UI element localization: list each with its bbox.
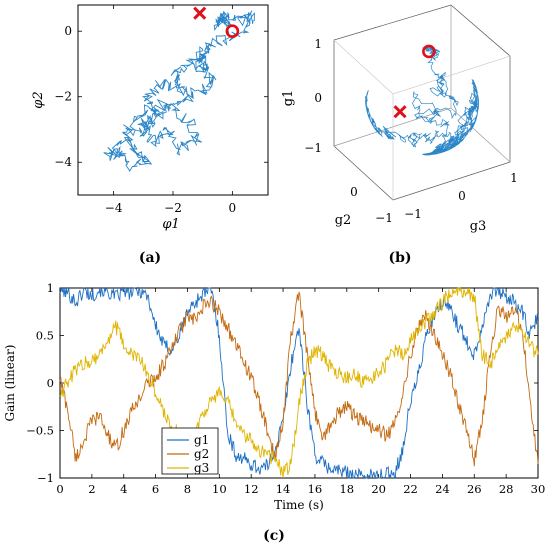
- panel-b-g1-tick-label: −1: [304, 141, 322, 155]
- series-line-g1: [60, 288, 538, 478]
- end-cross-marker: [194, 8, 205, 19]
- panel-b-g1-tick-label: 1: [314, 37, 322, 51]
- panel-c-legend: g1 g2 g3: [162, 428, 218, 475]
- x-tick-label: 6: [152, 482, 159, 496]
- panel-c-plot-frame: [60, 288, 538, 478]
- panel-b-g3-tick-label: −1: [404, 207, 422, 221]
- x-tick-label: 16: [308, 482, 323, 496]
- panel-b-caption: (b): [388, 250, 411, 266]
- legend-label-g2: g2: [194, 447, 209, 461]
- panel-b-g3-axis-label: g3: [470, 219, 487, 234]
- x-tick-label: 30: [531, 482, 546, 496]
- panel-b-g3-tick-labels: 1 0 −1: [404, 171, 518, 221]
- panel-a-random-walk-2d: −4 −2 0 0 −2 −4 φ1 φ2 (a): [31, 5, 268, 266]
- panel-a-caption: (a): [139, 250, 161, 266]
- panel-c-x-tick-labels: 0 2 4 6 8 10 12 14 16 18 20 22 24 26 28 30: [56, 482, 545, 496]
- panel-b-g2-axis-label: g2: [335, 213, 352, 228]
- panel-c-x-axis-label: Time (s): [274, 498, 324, 512]
- y-tick-label: −1: [37, 471, 54, 485]
- y-tick-label: 1: [47, 281, 54, 295]
- random-walk-path: [104, 11, 255, 171]
- series-line-g3: [60, 288, 538, 478]
- x-tick-label: 24: [435, 482, 450, 496]
- panel-c-ticks: [60, 288, 538, 478]
- x-tick-label: 0: [56, 482, 63, 496]
- sphere-trajectory-path: [365, 48, 478, 155]
- panel-a-x-tick-labels: −4 −2 0: [105, 201, 236, 215]
- x-tick-label: 18: [339, 482, 354, 496]
- panel-a-series: [104, 11, 255, 171]
- x-tick-label: 8: [184, 482, 191, 496]
- x-tick-label: −2: [164, 201, 182, 215]
- x-tick-label: 20: [371, 482, 386, 496]
- panel-a-x-axis-label: φ1: [162, 217, 179, 232]
- panel-b-g1-tick-labels: 1 0 −1: [304, 37, 322, 155]
- legend-label-g3: g3: [194, 461, 209, 475]
- panel-b-g1-axis-label: g1: [281, 90, 296, 107]
- y-tick-label: 0: [47, 376, 54, 390]
- panel-b-g3-tick-label: 0: [458, 189, 466, 203]
- panel-b-g3-tick-label: 1: [510, 171, 518, 185]
- panel-b-box: [334, 5, 510, 200]
- x-tick-label: −4: [105, 201, 123, 215]
- panel-b-g2-tick-label: −1: [375, 211, 393, 225]
- panel-a-y-tick-labels: 0 −2 −4: [54, 24, 72, 169]
- panel-c-y-tick-labels: 1 0.5 0 −0.5 −1: [26, 281, 54, 485]
- y-tick-label: −4: [54, 155, 72, 169]
- y-tick-label: 0.5: [36, 329, 54, 343]
- x-tick-label: 26: [467, 482, 482, 496]
- panel-b-sphere-trajectory: [365, 48, 478, 155]
- panel-b-gain-sphere-3d: 1 0 −1 g1 0 −1 g2 1 0 −1 g3 (b): [281, 5, 518, 266]
- panel-b-g2-tick-label: 0: [350, 185, 358, 199]
- x-tick-label: 4: [120, 482, 127, 496]
- x-tick-label: 2: [88, 482, 95, 496]
- panel-b-markers: [395, 46, 435, 117]
- series-line-g2: [60, 292, 538, 466]
- panel-c-y-axis-label: Gain (linear): [3, 345, 17, 422]
- legend-label-g1: g1: [194, 433, 209, 447]
- x-tick-label: 0: [229, 201, 237, 215]
- y-tick-label: 0: [64, 24, 72, 38]
- panel-a-y-axis-label: φ2: [31, 91, 46, 108]
- x-tick-label: 28: [499, 482, 514, 496]
- y-tick-label: −2: [54, 90, 72, 104]
- y-tick-label: −0.5: [26, 424, 54, 438]
- panel-c-gain-timeseries: 0 2 4 6 8 10 12 14 16 18 20 22 24 26 28 30 10.50−0.5−1 …: [3, 281, 545, 544]
- panel-b-g1-tick-label: 0: [314, 91, 322, 105]
- x-tick-label: 12: [244, 482, 259, 496]
- end-cross-marker: [395, 106, 406, 117]
- panel-c-caption: (c): [263, 528, 285, 544]
- panel-c-series: [60, 288, 538, 478]
- panel-b-g2-tick-labels: 0 −1: [350, 185, 393, 225]
- x-tick-label: 22: [403, 482, 418, 496]
- x-tick-label: 14: [276, 482, 291, 496]
- x-tick-label: 10: [212, 482, 227, 496]
- panel-c-legend-box: [162, 428, 218, 474]
